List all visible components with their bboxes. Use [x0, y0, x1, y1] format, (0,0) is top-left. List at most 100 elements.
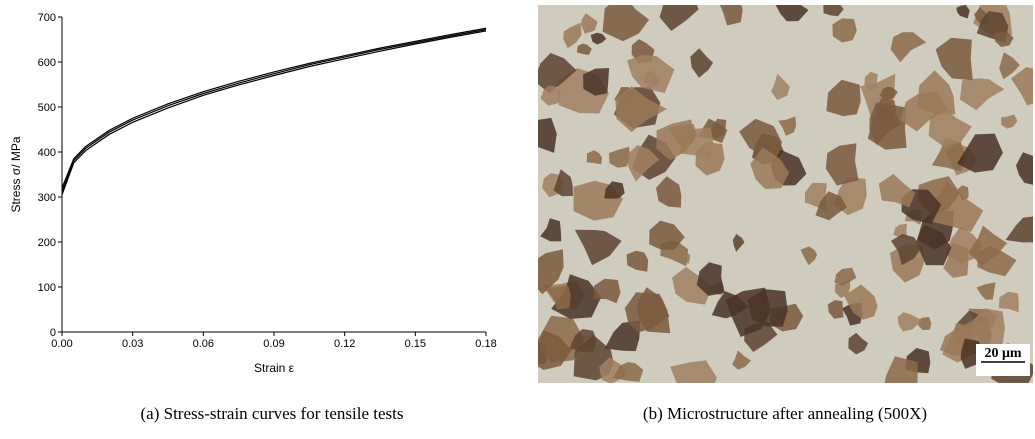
grain [778, 116, 797, 136]
grain [649, 220, 685, 250]
x-tick-label: 0.15 [405, 338, 426, 350]
grain [825, 143, 859, 186]
grains [538, 5, 1033, 383]
caption: (a) Stress-strain curves for tensile tes… [141, 404, 404, 423]
grain [897, 312, 923, 332]
grain [604, 181, 625, 199]
grain [569, 329, 597, 352]
y-tick-label: 300 [38, 192, 56, 204]
grain [732, 234, 745, 252]
grain [815, 191, 847, 221]
grain [690, 48, 714, 78]
x-tick-label: 0.03 [122, 338, 143, 350]
grain [823, 5, 844, 17]
grain [538, 53, 577, 94]
grain [750, 147, 790, 189]
grain [957, 133, 1003, 173]
grain [612, 362, 644, 382]
y-tick-label: 400 [38, 147, 56, 159]
x-tick-label: 0.06 [193, 338, 214, 350]
grain [609, 146, 630, 168]
grain [576, 43, 592, 55]
grain [843, 284, 878, 320]
grain [928, 104, 972, 147]
scale-bar-box [976, 344, 1030, 376]
grain [879, 86, 898, 100]
grain [935, 37, 973, 81]
grain [968, 225, 1008, 266]
grain [732, 350, 752, 370]
grain [878, 174, 916, 208]
grain [771, 73, 790, 100]
grain [553, 169, 573, 197]
scale-bar-label: 20 μm [984, 346, 1021, 361]
chart: 0 100 200 300 400 500 600 700 0.00 0.03 0.06 0.09 0.… [9, 12, 497, 375]
grain [583, 68, 610, 96]
curve [61, 30, 487, 195]
grain [602, 5, 650, 42]
grain [834, 267, 857, 286]
x-axis-label: Strain ε [254, 361, 295, 375]
grain [959, 78, 1005, 111]
grain [890, 32, 927, 63]
grain [848, 332, 869, 355]
grain [581, 13, 598, 34]
grain [884, 356, 918, 383]
grain [1011, 67, 1033, 106]
grain [800, 246, 818, 266]
curve [61, 29, 487, 192]
grain [739, 118, 782, 163]
grain [719, 5, 743, 26]
y-tick-label: 200 [38, 237, 56, 249]
grain [1001, 114, 1018, 129]
grain [916, 224, 952, 266]
x-tick-label: 0.00 [51, 338, 72, 350]
grain [604, 320, 641, 352]
grain [900, 91, 948, 132]
grain [624, 292, 670, 333]
y-tick-label: 100 [38, 282, 56, 294]
y-tick-label: 700 [38, 12, 56, 24]
grain [1005, 216, 1033, 243]
grain [659, 5, 699, 31]
grain [538, 330, 572, 370]
grain [594, 278, 621, 304]
grain [998, 291, 1019, 313]
grain [696, 262, 725, 296]
grain [627, 54, 675, 93]
grain [538, 249, 564, 295]
grain [943, 242, 969, 278]
grain [993, 32, 1014, 48]
grain [1016, 152, 1033, 185]
x-tick-label: 0.12 [334, 338, 355, 350]
grain [672, 266, 713, 305]
y-tick-label: 0 [50, 327, 56, 339]
y-axis-label: Stress σ/ MPa [9, 136, 23, 212]
grain [891, 234, 922, 266]
grain [832, 18, 857, 43]
grain [574, 229, 622, 266]
x-tick-label: 0.09 [263, 338, 284, 350]
grain [668, 124, 697, 148]
caption: (b) Microstructure after annealing (500X… [643, 404, 927, 423]
grain [540, 218, 562, 242]
grain [999, 52, 1020, 80]
grain [586, 150, 603, 165]
grain [864, 71, 878, 91]
grain [725, 287, 771, 337]
y-tick-label: 500 [38, 102, 56, 114]
grain [976, 282, 996, 300]
micrograph: 20 μm [538, 5, 1033, 383]
grain [545, 285, 571, 310]
grain [656, 176, 682, 208]
grain [956, 5, 970, 19]
grain [775, 5, 809, 22]
grain [563, 22, 582, 49]
grain [827, 300, 844, 319]
grain [970, 308, 1005, 350]
grain [707, 118, 727, 139]
x-tick-label: 0.18 [475, 338, 496, 350]
y-tick-label: 600 [38, 57, 56, 69]
grain [627, 145, 660, 182]
